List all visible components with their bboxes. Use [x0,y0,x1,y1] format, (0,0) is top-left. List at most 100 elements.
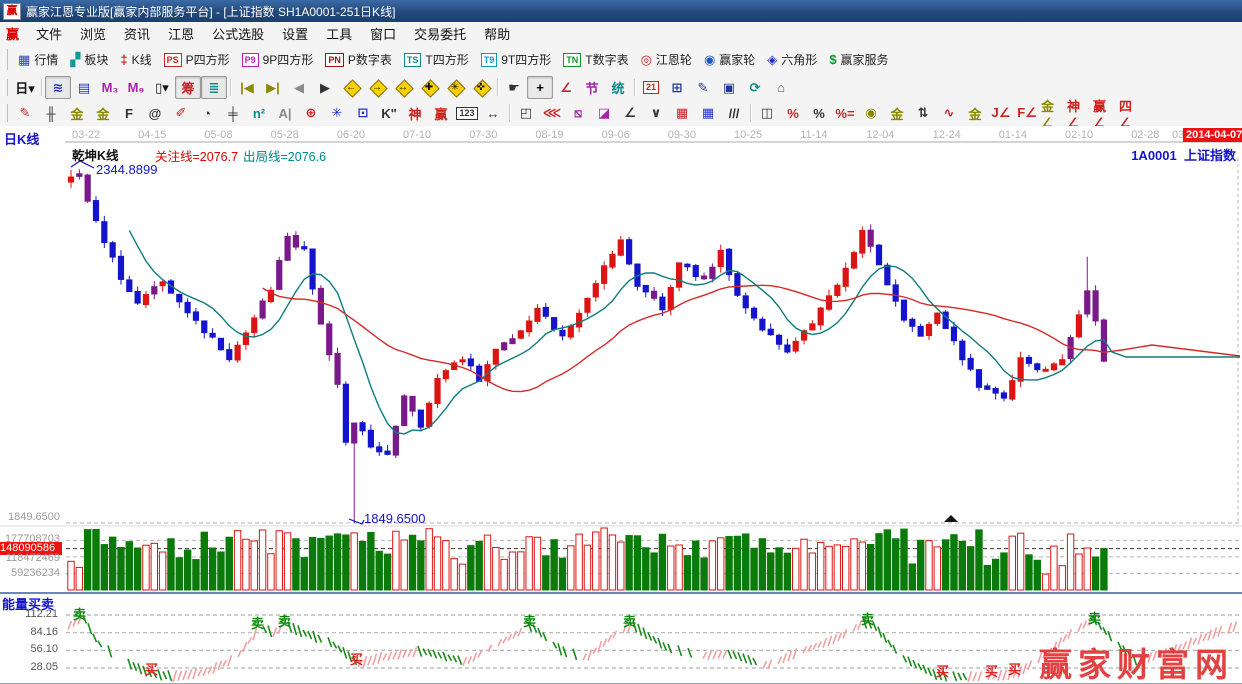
winner-service-button[interactable]: $ 赢家服务 [823,48,894,71]
winner-wheel-button[interactable]: ◉ 赢家轮 [698,48,761,71]
p-square-button[interactable]: PS P四方形 [158,48,236,71]
nav-prev-button[interactable]: ◀ [286,76,312,99]
t-square-button[interactable]: TS T四方形 [398,48,475,71]
diamond-cross-button[interactable]: ✚ [416,76,442,99]
grid-target-button[interactable]: ⊡ [350,102,376,125]
nav-next-button[interactable]: ▶ [312,76,338,99]
red-pencil-button[interactable]: ✐ [168,102,194,125]
angle-line-button[interactable]: ∠ [617,102,643,125]
spiral-button[interactable]: @ [142,102,168,125]
wave-3-button[interactable]: M₃ [97,76,123,99]
sectors-button[interactable]: ▞ 板块 [64,48,114,71]
period-day-dropdown[interactable]: 日▾ [12,76,38,99]
zigzag-chart-button[interactable]: ≋ [45,76,71,99]
k-quote-button[interactable]: K" [376,102,402,125]
grid-red-button[interactable]: ▦ [669,102,695,125]
menu-item-设置[interactable]: 设置 [282,26,309,42]
9t-square-button[interactable]: T9 9T四方形 [475,48,558,71]
9p-square-button[interactable]: P9 9P四方形 [236,48,320,71]
notes-button[interactable]: ✎ [690,76,716,99]
comb-lines-button[interactable]: ╪ [220,102,246,125]
fan-block-button[interactable]: ◪ [591,102,617,125]
crosshair-button[interactable]: + [527,76,553,99]
menu-item-公式选股[interactable]: 公式选股 [212,26,265,42]
gann-wheel-button[interactable]: ◎ 江恩轮 [635,48,698,71]
toolbar-separator [509,103,510,123]
menu-item-资讯[interactable]: 资讯 [124,26,151,42]
diamond-right-button[interactable]: → [364,76,390,99]
grid-blue-button[interactable]: ▦ [695,102,721,125]
angle-measure-button[interactable]: ∠ [553,76,579,99]
ying-tool-button[interactable]: 赢 [428,102,454,125]
four-angle-button[interactable]: 四∠ [1118,99,1144,130]
box-axes-button[interactable]: ◰ [513,102,539,125]
gann-flower-button[interactable]: 节 [579,76,605,99]
nav-first-button[interactable]: |◀ [234,76,260,99]
wave-9-button[interactable]: M₉ [123,76,149,99]
percent-fib-button[interactable]: % [780,102,806,125]
menu-item-江恩[interactable]: 江恩 [168,26,195,42]
fan-purple-button[interactable]: ⧅ [565,102,591,125]
f-angle-button[interactable]: F∠ [1014,102,1040,125]
sync-clock-button[interactable]: ⟳ [742,76,768,99]
gold-grid-2-button[interactable]: 金 [90,102,116,125]
save-button[interactable]: ▣ [716,76,742,99]
chip-distribution-button[interactable]: 筹 [175,76,201,99]
fan-red-button[interactable]: ⋘ [539,102,565,125]
ying-angle-button[interactable]: 赢∠ [1092,99,1118,130]
gold-angle-button[interactable]: 金∠ [1040,99,1066,130]
gold-grid-button[interactable]: 金 [64,102,90,125]
gold-circle-button[interactable]: ◉ [858,102,884,125]
hexagon-button[interactable]: ◈ 六角形 [761,48,823,71]
pan-hand-button[interactable]: ☛ [501,76,527,99]
gold-channel-button[interactable]: 金 [962,102,988,125]
span-arrows-button[interactable]: ↔ [480,102,506,125]
menu-item-交易委托[interactable]: 交易委托 [414,26,467,42]
n-squared-button[interactable]: n² [246,102,272,125]
price-brush-button[interactable]: ⇅ [910,102,936,125]
calendar-button[interactable]: 21 [638,76,664,99]
target-circle-button[interactable]: ⊕ [298,102,324,125]
t-number-table-button[interactable]: TN T数字表 [557,48,634,71]
p-number-table-button[interactable]: PN P数字表 [319,48,398,71]
gold-line-button[interactable]: 金 [884,102,910,125]
kline-button[interactable]: ‡ K线 [114,48,157,71]
diamond-left-button[interactable]: ← [338,76,364,99]
remote-pc-button[interactable]: ⌂ [768,76,794,99]
shen-tool-button[interactable]: 神 [402,102,428,125]
menu-item-文件[interactable]: 文件 [36,26,63,42]
f-ruler-button[interactable]: F [116,102,142,125]
j-angle-button[interactable]: J∠ [988,102,1014,125]
diamond-star-button[interactable]: ✳ [442,76,468,99]
v-line-button[interactable]: ∨ [643,102,669,125]
diamond-expand-button[interactable]: ✜ [468,76,494,99]
panel-label-daily-kline[interactable]: 日K线 [4,132,40,147]
diamond-hspan-button[interactable]: ↔ [390,76,416,99]
f10-info-button[interactable]: ▤ [71,76,97,99]
ruler-123-button[interactable]: 123 [454,102,480,125]
tick-ruler-button[interactable]: ╫ [38,102,64,125]
wave-channel-button[interactable]: ∿ [936,102,962,125]
quotes-button[interactable]: ▦ 行情 [12,48,64,71]
stats-tool-button[interactable]: 统 [605,76,631,99]
kline-plot[interactable] [0,126,1242,683]
draw-pencil-button[interactable]: ✎ [12,102,38,125]
time-circle-button[interactable]: ◔ [194,102,220,125]
menu-item-帮助[interactable]: 帮助 [484,26,511,42]
percent-line-button[interactable]: %= [832,102,858,125]
percent-button[interactable]: % [806,102,832,125]
shen-angle-button[interactable]: 神∠ [1066,99,1092,130]
a-line-button[interactable]: A| [272,102,298,125]
chart-region[interactable]: 日K线 03-22 04-15 05-08 05-28 06-20 07-10 07-30 0… [0,126,1242,683]
indicator-label[interactable]: 能量买卖 [2,597,55,612]
star-web-button[interactable]: ✳ [324,102,350,125]
candle-style-dropdown[interactable]: ▯▾ [149,76,175,99]
menu-item-工具[interactable]: 工具 [326,26,353,42]
volume-profile-button[interactable]: ≣ [201,76,227,99]
nav-last-button[interactable]: ▶| [260,76,286,99]
menu-item-浏览[interactable]: 浏览 [80,26,107,42]
three-slash-button[interactable]: /// [721,102,747,125]
calculator-button[interactable]: ⊞ [664,76,690,99]
gann-box-button[interactable]: ◫ [754,102,780,125]
menu-item-窗口[interactable]: 窗口 [370,26,397,42]
